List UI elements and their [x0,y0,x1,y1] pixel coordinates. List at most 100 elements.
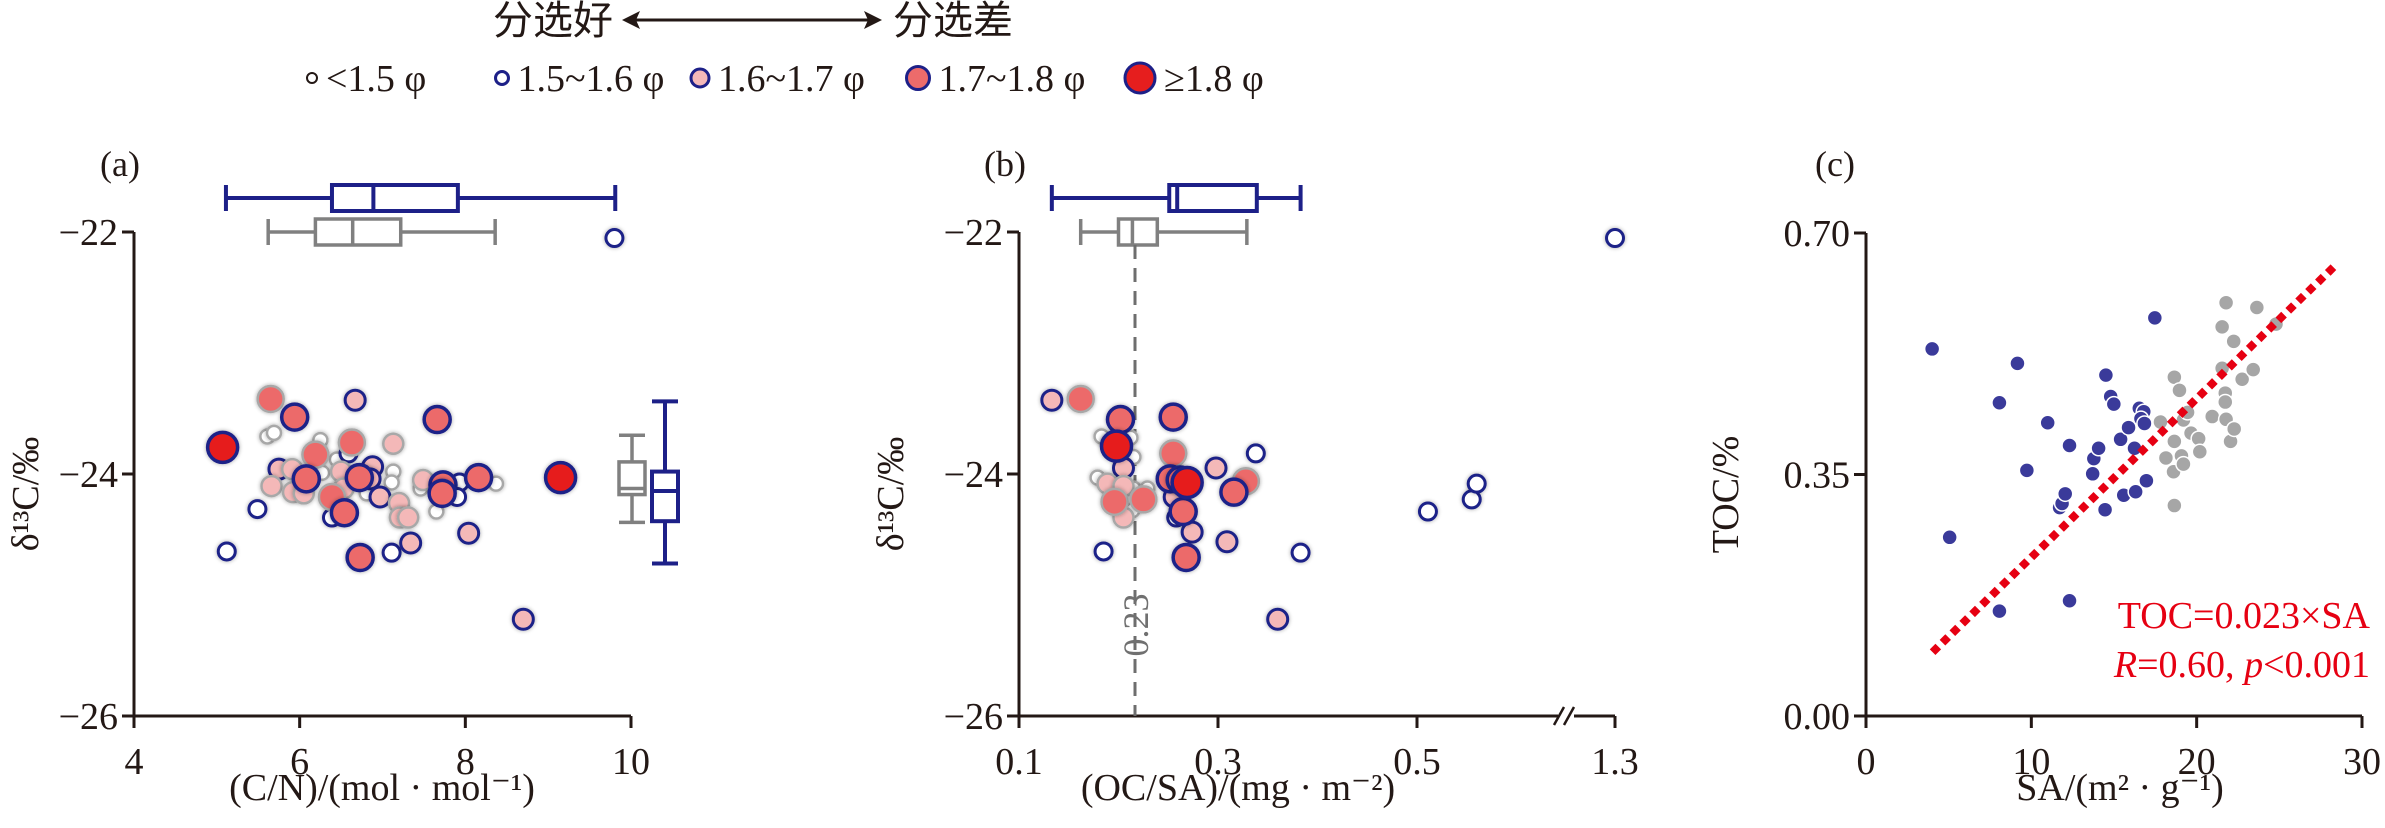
data-point [1129,485,1158,514]
x-axis-title: SA/(m² · g⁻¹) [2016,767,2224,809]
data-point [1219,477,1249,507]
stat-r-value: =0.60, [2137,644,2244,686]
data-point [2213,318,2231,336]
data-point [2009,355,2026,372]
data-point [291,464,322,494]
data-point [329,497,360,528]
legend-label: 1.6~1.7 φ [718,58,865,100]
data-point [1290,542,1311,563]
data-point [2225,420,2243,438]
x-tick-label: 6 [290,741,309,783]
data-point [2097,366,2115,384]
fit-line-dot [2176,406,2189,418]
x-tick-label: 8 [456,741,475,783]
x-tick-label: 0 [1857,741,1876,783]
data-point [2096,501,2114,518]
fit-line-dot [2196,387,2208,399]
y-axis-title: TOC/% [1705,436,1747,554]
data-point [1991,394,2008,411]
fit-line-dot [1989,586,2001,599]
fit-line-dot [2077,501,2090,513]
scatter-points [205,228,625,631]
fit-line-dot [1929,643,1942,656]
data-point [1066,384,1095,414]
data-point [604,228,625,249]
axis-break-icon [1562,706,1576,726]
data-point [2157,449,2175,467]
data-point [2233,371,2251,388]
fit-line-dot [2255,330,2268,343]
data-point [265,424,283,442]
fit-line-dot [1969,605,1981,618]
fit-line-dot [2097,482,2110,494]
x-tick-label: 4 [125,741,144,783]
legend-item: <1.5 φ [306,58,426,100]
data-point [1100,487,1129,517]
legend-marker-icon [306,72,318,84]
series-gray [2152,294,2285,514]
data-point [1093,541,1114,562]
fit-line-dot [2216,368,2228,381]
fit-line-dot [1949,624,1961,637]
y-axis-title: δ¹³C/‰ [5,437,47,552]
fit-line-dot [1959,615,1971,627]
data-point [279,402,310,432]
fit-line-dot [2156,425,2169,437]
panel-c: 0.70 0.35 0.000 10 20 30 SA/(m² · g⁻¹) TOC/% (c)… [1705,144,2381,809]
data-point [422,404,452,435]
data-point [382,432,405,455]
series-blue [1923,309,2164,620]
data-point [2152,413,2169,431]
data-point [1204,456,1228,480]
fit-line [1929,264,2337,656]
legend-label: <1.5 φ [326,58,426,100]
panel-label: (a) [100,144,140,184]
legend-item: ≥1.8 φ [1123,58,1264,100]
legend-marker-icon [905,65,931,91]
data-point [205,430,240,465]
fit-line-dot [2117,463,2129,475]
data-point [1158,402,1188,432]
data-point [2191,443,2209,460]
fit-line-dot [1939,634,1951,646]
y-tick-label: −22 [944,212,1003,254]
legend-label: 1.5~1.6 φ [518,58,665,100]
box [650,469,680,524]
boxplot-gray [617,433,647,525]
fit-line-dot [2295,292,2307,305]
data-point [1245,443,1266,464]
data-point [2061,437,2078,454]
data-point [427,478,457,509]
data-point [2166,497,2183,514]
x-tick-label: 20 [2178,741,2216,783]
data-point [1158,439,1188,468]
panel-a: −22 −24 −264 6 8 10 (C/N)/(mol · mol⁻¹) δ¹³C/‰ (… [5,144,680,809]
data-point [2146,309,2164,327]
x-tick-label: 0.5 [1393,741,1441,783]
data-point [368,485,392,509]
fit-line-dot [2127,454,2139,466]
data-point [383,474,400,491]
data-point [2244,361,2262,378]
data-point [2225,333,2242,350]
panel-label: (b) [984,144,1026,184]
data-point [2112,431,2129,448]
data-point [463,462,494,493]
fit-equation: TOC=0.023×SA [2118,595,2371,637]
fit-line-dot [2058,520,2070,532]
box [1167,183,1259,213]
data-point [1040,388,1064,412]
data-point [2175,455,2192,473]
y-tick-label: −24 [944,454,1003,496]
data-point [216,541,237,562]
data-point [2061,592,2078,610]
data-point [2039,414,2056,431]
fit-line-dot [2186,397,2198,409]
legend-marker-icon [1123,61,1157,95]
header-left-text: 分选好 [493,0,613,43]
reference-line-label: 0.23 [1116,594,1156,657]
y-tick-label: −22 [59,212,118,254]
legend-item: 1.5~1.6 φ [494,58,665,100]
fit-line-dot [1998,577,2011,589]
